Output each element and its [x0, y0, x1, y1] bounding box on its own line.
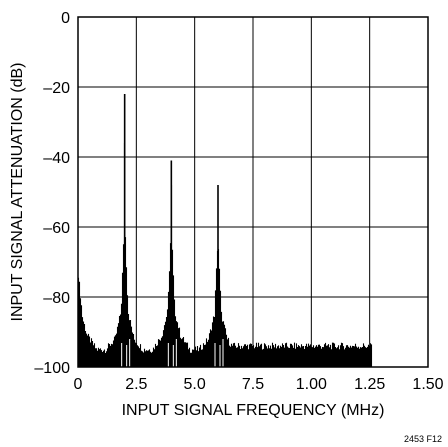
y-tick-label: –40	[43, 150, 70, 167]
x-tick-label: 1.25	[354, 376, 385, 393]
x-tick-label: 5.0	[184, 376, 206, 393]
y-tick-label: –60	[43, 220, 70, 237]
ticks: 0 2.5 5.0 7.5 1.00 1.25 1.50 0 –20 –40 –60 –80 –100	[34, 10, 443, 393]
spectrum-fill	[77, 143, 373, 367]
y-tick-label: 0	[61, 10, 70, 27]
x-tick-label: 1.50	[412, 376, 443, 393]
x-tick-label: 7.5	[242, 376, 264, 393]
y-tick-label: –80	[43, 290, 70, 307]
plot-area	[77, 94, 373, 367]
x-tick-label: 0	[74, 376, 83, 393]
y-tick-label: –100	[34, 360, 70, 377]
y-tick-label: –20	[43, 80, 70, 97]
x-axis-title: INPUT SIGNAL FREQUENCY (MHz)	[122, 402, 385, 419]
grid	[77, 16, 429, 368]
y-axis-title: INPUT SIGNAL ATTENUATION (dB)	[9, 63, 26, 322]
plot-frame	[77, 16, 429, 368]
x-tick-label: 1.00	[296, 376, 327, 393]
x-tick-label: 2.5	[125, 376, 147, 393]
figure-id: 2453 F12	[404, 434, 442, 444]
